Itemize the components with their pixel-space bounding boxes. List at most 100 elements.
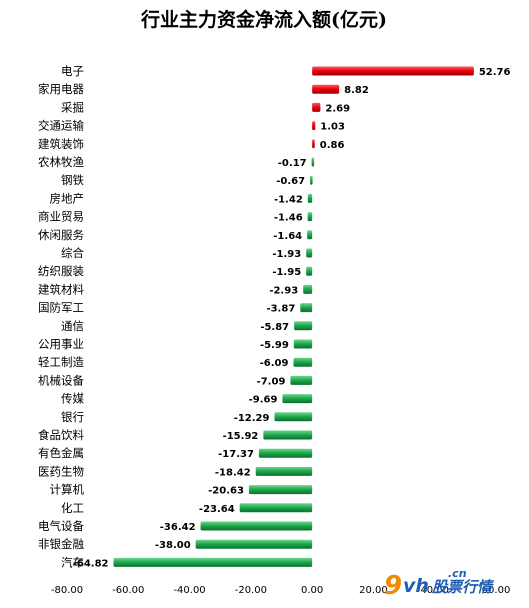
bar (282, 394, 313, 404)
value-label: -23.64 (199, 504, 235, 515)
category-label: 纺织服装 (38, 264, 84, 278)
value-label: -20.63 (208, 486, 244, 497)
bars-group: 电子 52.76 家用电器 8.82 采掘 2.69 交通运输 1.03 建筑装饰 0.86 农林牧… (38, 64, 510, 569)
value-label: 2.69 (325, 103, 350, 114)
category-label: 采掘 (61, 100, 84, 114)
category-label: 钢铁 (61, 173, 84, 187)
category-label: 建筑装饰 (38, 137, 84, 151)
value-label: 52.76 (479, 67, 511, 78)
category-label: 电气设备 (38, 519, 84, 533)
value-label: -12.29 (234, 413, 270, 424)
category-label: 有色金属 (38, 446, 84, 460)
category-label: 国防军工 (38, 301, 84, 315)
category-label: 汽车 (61, 555, 84, 569)
bar (310, 175, 313, 185)
bar (294, 321, 313, 331)
value-label: -6.09 (260, 358, 289, 369)
category-label: 休闲服务 (38, 228, 84, 242)
value-label: -36.42 (160, 522, 196, 533)
bar (200, 521, 313, 531)
x-tick-label: -60.00 (112, 585, 144, 596)
value-label: -1.64 (273, 231, 302, 242)
bar (293, 357, 313, 367)
watermark-text: 股票行情 (431, 578, 495, 596)
bar (312, 66, 474, 76)
value-label: -18.42 (215, 467, 251, 478)
bar (312, 121, 316, 131)
value-label: -2.93 (269, 285, 298, 296)
value-label: 1.03 (320, 122, 345, 133)
bar (258, 448, 313, 458)
bar (306, 266, 313, 276)
value-label: -1.95 (272, 267, 301, 278)
category-label: 化工 (61, 501, 84, 515)
category-label: 计算机 (50, 483, 85, 497)
bar (307, 193, 313, 203)
category-label: 非银金融 (38, 537, 84, 551)
bar (290, 375, 313, 385)
value-label: -5.87 (260, 322, 289, 333)
value-label: -38.00 (155, 540, 191, 551)
bar (303, 284, 313, 294)
x-tick-label: -80.00 (51, 585, 83, 596)
watermark-number: 9 (384, 571, 402, 601)
bar (307, 212, 313, 222)
x-tick-label: 60.00 (482, 585, 511, 596)
value-label: -0.67 (276, 176, 305, 187)
category-label: 综合 (61, 246, 84, 260)
value-label: -3.87 (266, 304, 295, 315)
watermark-brand: vh (403, 575, 429, 597)
value-label: -1.46 (274, 213, 303, 224)
value-label: -1.93 (272, 249, 301, 260)
x-tick-label: -20.00 (235, 585, 267, 596)
bar (263, 430, 313, 440)
bar (307, 230, 313, 240)
value-label: -15.92 (223, 431, 259, 442)
bar (293, 339, 313, 349)
bar (312, 84, 340, 94)
category-label: 机械设备 (38, 373, 84, 387)
category-label: 银行 (61, 410, 84, 424)
category-label: 房地产 (50, 191, 85, 205)
category-label: 家用电器 (38, 82, 84, 96)
bar (195, 539, 313, 549)
category-label: 交通运输 (38, 119, 84, 133)
category-label: 传媒 (61, 392, 84, 406)
category-label: 公用事业 (38, 337, 84, 351)
value-label: 0.86 (320, 140, 345, 151)
chart-title: 行业主力资金净流入额(亿元) (140, 8, 387, 31)
value-label: 8.82 (344, 85, 369, 96)
watermark: 9 vh .cn 股票行情 (384, 567, 495, 601)
category-label: 医药生物 (38, 464, 84, 478)
bar (311, 157, 315, 167)
category-label: 农林牧渔 (38, 155, 84, 169)
bar (306, 248, 313, 258)
value-label: -5.99 (260, 340, 289, 351)
x-tick-label: 0.00 (301, 585, 323, 596)
category-label: 通信 (61, 319, 84, 333)
bar (239, 503, 313, 513)
category-label: 轻工制造 (38, 355, 84, 369)
x-tick-label: 40.00 (420, 585, 449, 596)
bar (113, 557, 313, 567)
bar (312, 139, 315, 149)
value-label: -64.82 (73, 558, 109, 569)
bar (300, 303, 313, 313)
value-label: -1.42 (274, 194, 303, 205)
category-label: 食品饮料 (38, 428, 84, 442)
bar (274, 412, 313, 422)
x-tick-label: 20.00 (359, 585, 388, 596)
value-label: -7.09 (257, 376, 286, 387)
category-label: 电子 (61, 64, 84, 78)
value-label: -9.69 (249, 395, 278, 406)
x-axis-ticks: -80.00 -60.00 -40.00 -20.00 0.00 20.00 40.00 60… (51, 585, 510, 596)
value-label: -17.37 (218, 449, 254, 460)
value-label: -0.17 (278, 158, 307, 169)
x-tick-label: -40.00 (173, 585, 205, 596)
bar (248, 485, 313, 495)
category-label: 建筑材料 (38, 282, 84, 296)
bar (312, 102, 321, 112)
category-label: 商业贸易 (38, 210, 84, 224)
bar (255, 466, 313, 476)
